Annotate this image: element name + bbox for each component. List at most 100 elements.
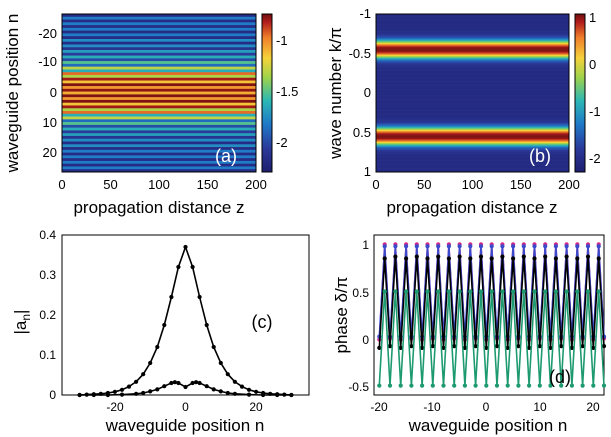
panel-a-heat-row [62,33,256,37]
panel-c-data-point [211,387,216,392]
panel-b-heat-row [376,141,569,144]
panel-b-heat-row [376,116,569,119]
panel-a-heat-row [62,111,256,115]
panel-a-xtick: 50 [103,177,117,192]
panel-b-heat-row [376,119,569,121]
panel-d-data-point [527,383,532,388]
panel-a-heat-row [62,102,256,106]
panel-d-data-point [446,244,451,249]
panel-b-heat-row [376,137,569,140]
panel-a-heat-row [62,88,256,92]
panel-b-heat-row [376,45,569,48]
panel-b-cbar-tick: 0 [589,57,596,72]
panel-d-data-point [393,254,398,259]
panel-c-data-point [225,372,230,377]
panel-a-xtick: 0 [58,177,65,192]
panel-d-data-point [420,345,425,350]
panel-d-frame [373,234,605,396]
panel-d-data-point [543,254,548,259]
panel-d-data-point [510,289,516,294]
panel-d-data-point [404,256,409,261]
panel-b-heat-row [376,28,569,31]
panel-c-data-point [197,380,202,386]
panel-b-heat-row [376,131,569,133]
panel-d-xtick: 10 [533,400,547,414]
panel-b-heat-row [376,17,569,20]
panel-d-y-ticks: -0.5 0 0.5 1 [348,238,369,394]
panel-b-heat-row [376,139,569,141]
panel-d-data-point [532,289,537,294]
panel-b-xtick: 100 [462,177,484,192]
panel-a-xlabel: propagation distance z [73,198,244,217]
panel-d-data-point [489,244,494,249]
panel-d-data-point [414,289,419,294]
panel-d-data-point [425,289,430,294]
panel-b-heat-row [376,53,569,56]
panel-d-data-point [591,345,596,350]
panel-c-xtick: -20 [106,400,124,414]
panel-b-heat-row [376,56,569,58]
panel-b-heat-row [376,143,569,145]
panel-a-ytick: 10 [43,115,57,130]
panel-b-heat-row [376,73,569,75]
panel-c-data-point [275,392,280,398]
panel-b-heat-row [376,120,569,123]
panel-b-heat-row [376,77,569,79]
panel-c-ylabel-sub: n [19,314,33,321]
panel-b-heat-row [376,19,569,21]
panel-a-xtick: 100 [148,177,170,192]
panel-a-heat-row [62,138,256,142]
panel-d-data-point [473,383,478,388]
panel-b-heat-row [376,148,569,150]
panel-b-heat-row [376,140,569,143]
panel-b-heat-row [376,20,569,23]
panel-a-heat-row [62,27,256,31]
panel-b-heat-row [376,70,569,73]
panel-d-data-point [468,256,473,261]
panel-a-heat-row [62,97,256,101]
panel-c-data-point [204,322,209,328]
panel-c-data-point [254,389,259,394]
panel-d-data-point [382,289,387,294]
panel-d-data-point [569,383,575,388]
panel-d-data-point [494,344,500,349]
panel-d-data-point [409,344,414,349]
panel-d-data-point [521,289,526,294]
panel-a-heat-row [62,135,256,140]
panel-d-ytick: 0 [362,333,369,347]
panel-a-ytick: 0 [50,85,57,100]
panel-c-ylabel: |an| [11,310,33,335]
panel-c-data-point [155,387,160,392]
panel-d-data-point [559,383,564,388]
panel-b-heat-row [376,29,569,32]
panel-b-heat-row [376,106,569,108]
panel-a-heat-row [62,105,256,109]
panel-c-data-point [225,390,230,396]
panel-d-data-point [457,254,462,259]
panel-c-ytick: 0.2 [39,308,56,322]
panel-b-heat-row [376,111,569,114]
panel-c-xtick: 20 [249,400,263,414]
panel-d-ylabel: phase δ/π [332,277,351,354]
panel-b-heat-row [376,74,569,77]
panel-c-xtick: 0 [182,400,189,414]
panel-b-xtick: 50 [417,177,431,192]
panel-b-frame [375,13,570,173]
panel-a-heat-row [62,160,256,164]
panel-b-heat-row [376,50,569,53]
panel-d-data-point [393,244,398,249]
panel-b-heat-row [376,40,569,42]
panel-a-heatmap [62,14,256,173]
panel-b-xtick: 0 [372,177,379,192]
panel-a-colorbar-ticks: -1 -1.5 -2 [276,33,298,150]
panel-b-heat-row [376,157,569,160]
panel-d-data-point [425,244,430,249]
panel-b-xtick: 150 [510,177,532,192]
panel-b-ytick: 1 [364,164,371,179]
panel-b-heat-row [376,21,569,24]
panel-a-heat-row [62,25,256,29]
panel-c-frame [61,234,310,396]
panel-d-data-point [452,383,457,388]
panel-a-heat-row [62,52,256,56]
